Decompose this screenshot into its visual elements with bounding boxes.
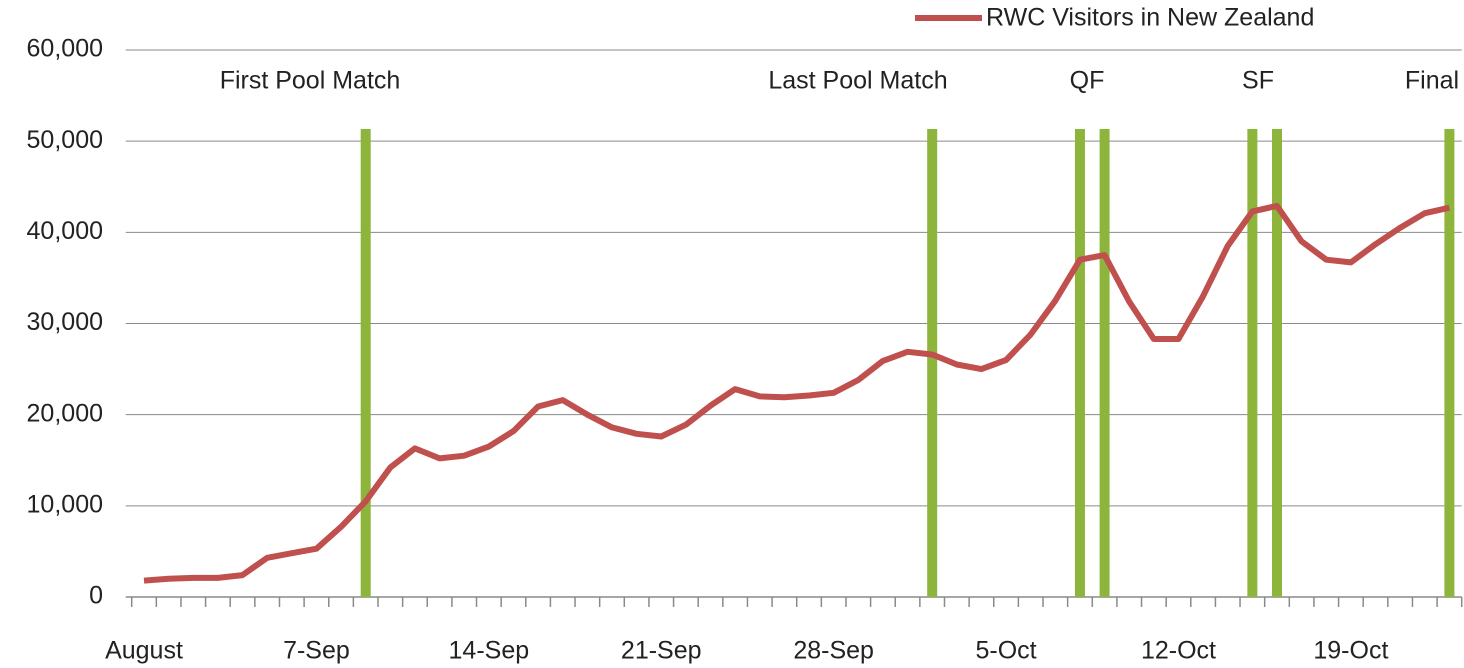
y-tick-label: 0 [89, 582, 103, 610]
x-tick-label: 19-Oct [1313, 637, 1388, 665]
annotation: Last Pool Match [768, 67, 947, 95]
x-tick-label: August [105, 637, 183, 665]
x-tick-label: 12-Oct [1141, 637, 1216, 665]
event-bar [1271, 129, 1282, 597]
event-bar [1247, 129, 1258, 597]
legend-label: RWC Visitors in New Zealand [986, 4, 1314, 32]
event-bar [927, 129, 938, 597]
annotation: First Pool Match [220, 67, 401, 95]
y-tick-label: 50,000 [27, 126, 103, 154]
event-bar [1444, 129, 1455, 597]
y-tick-label: 20,000 [27, 399, 103, 427]
x-tick-label: 21-Sep [621, 637, 702, 665]
event-bar [360, 129, 371, 597]
y-tick-label: 40,000 [27, 217, 103, 245]
event-bar [1074, 129, 1085, 597]
y-tick-label: 10,000 [27, 490, 103, 518]
x-tick-label: 7-Sep [283, 637, 350, 665]
x-tick-label: 28-Sep [793, 637, 874, 665]
series-line [143, 202, 1451, 584]
x-tick-label: 5-Oct [976, 637, 1037, 665]
annotation: Final [1405, 67, 1459, 95]
y-tick-label: 60,000 [27, 35, 103, 63]
annotation: QF [1070, 67, 1105, 95]
x-tick-label: 14-Sep [449, 637, 530, 665]
annotation: SF [1242, 67, 1274, 95]
event-bar [1099, 129, 1110, 597]
y-tick-label: 30,000 [27, 308, 103, 336]
